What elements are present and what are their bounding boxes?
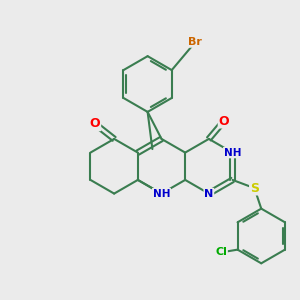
Text: Br: Br [188, 37, 202, 47]
Text: NH: NH [153, 189, 170, 199]
Text: NH: NH [224, 148, 241, 158]
Text: N: N [204, 189, 214, 199]
Text: O: O [219, 115, 229, 128]
Text: O: O [90, 117, 100, 130]
Text: Cl: Cl [215, 248, 227, 257]
Text: S: S [250, 182, 259, 195]
